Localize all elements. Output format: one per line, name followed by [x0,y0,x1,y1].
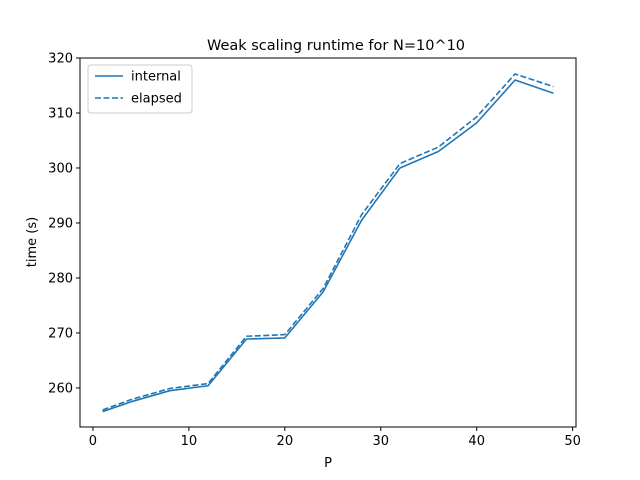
y-tick-label: 280 [48,271,73,286]
x-tick-label: 50 [564,434,581,449]
legend-box [87,64,193,114]
x-tick-label: 10 [181,434,198,449]
legend: internal elapsed [87,64,193,114]
x-axis: 0 10 20 30 40 50 [89,427,581,449]
series-group [102,73,554,413]
x-axis-label: P [324,456,332,471]
legend-label-internal: internal [131,70,181,85]
y-tick-label: 260 [48,381,73,396]
y-tick-label: 270 [48,326,73,341]
chart-title: Weak scaling runtime for N=10^10 [207,38,465,54]
x-tick-label: 20 [277,434,294,449]
y-axis: 260 270 280 290 300 310 320 [48,52,80,396]
y-axis-label: time (s) [25,217,40,267]
x-tick-label: 40 [468,434,485,449]
y-tick-label: 310 [48,106,73,121]
y-tick-label: 300 [48,161,73,176]
y-tick-label: 290 [48,216,73,231]
x-tick-label: 0 [89,434,97,449]
legend-label-elapsed: elapsed [131,92,182,107]
series-line-internal [102,79,554,413]
plot-frame [79,57,577,428]
series-line-elapsed [102,73,554,411]
y-tick-label: 320 [48,52,73,67]
x-tick-label: 30 [372,434,389,449]
